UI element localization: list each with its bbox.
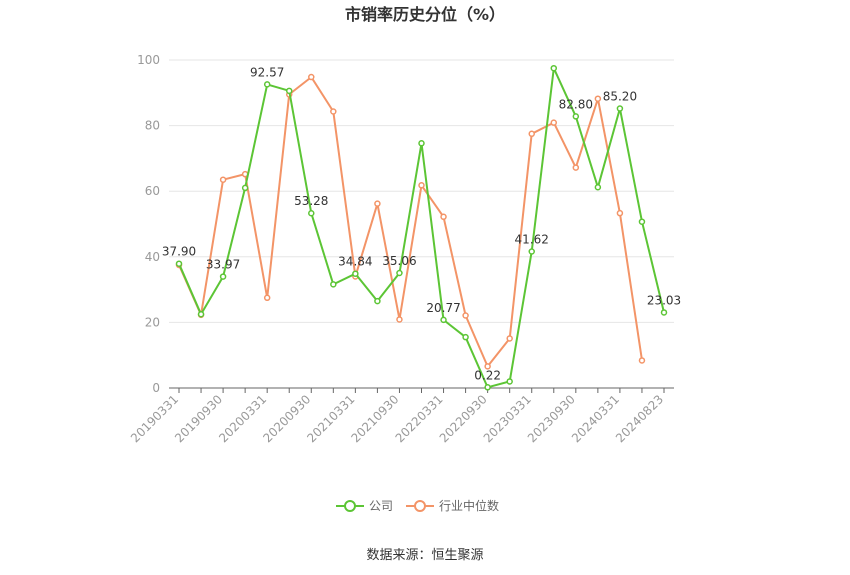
series-layer [175,64,668,391]
data-point[interactable] [484,384,491,391]
data-label: 34.84 [338,255,372,269]
data-label: 41.62 [515,232,549,246]
data-point[interactable] [396,269,403,277]
x-tick-label: 20240823 [613,392,666,445]
data-label: 53.28 [294,194,328,208]
data-point[interactable] [241,184,249,192]
y-tick-label: 60 [145,184,160,198]
data-point[interactable] [308,209,315,217]
series-line [178,67,665,389]
y-tick-label: 80 [145,119,160,133]
data-point[interactable] [396,316,403,323]
data-point[interactable] [638,357,646,364]
data-point[interactable] [550,64,558,72]
data-point[interactable] [660,309,668,316]
data-label: 37.90 [162,245,196,259]
data-label: 92.57 [250,65,284,79]
data-point[interactable] [484,363,491,370]
data-point[interactable] [572,164,580,171]
data-point[interactable] [330,108,337,115]
data-point[interactable] [374,297,381,305]
y-tick-label: 0 [152,381,160,395]
data-label: 82.80 [559,97,593,111]
data-label: 33.97 [206,258,240,272]
y-axis-ticks: 0 20 40 60 80 100 [137,53,160,395]
data-point[interactable] [616,209,624,217]
data-point[interactable] [285,87,293,95]
data-point[interactable] [462,312,469,319]
data-point[interactable] [572,113,580,120]
data-label: 35.06 [382,254,416,268]
data-point[interactable] [308,73,315,81]
y-tick-label: 100 [137,53,160,67]
data-point[interactable] [175,260,183,267]
data-point[interactable] [374,200,381,207]
y-tick-label: 20 [145,315,160,329]
data-point[interactable] [528,248,535,255]
data-point[interactable] [263,81,271,88]
data-point[interactable] [352,270,359,277]
data-point[interactable] [219,273,227,280]
data-point[interactable] [418,182,425,189]
chart-title: 市销率历史分位（%） [345,5,505,24]
legend-label: 行业中位数 [439,498,499,513]
data-point[interactable] [440,316,447,324]
data-point[interactable] [263,294,271,302]
data-point[interactable] [197,310,205,318]
x-axis: 2019033120190930202003312020093020210331… [128,387,674,445]
data-point[interactable] [219,176,227,183]
series-1 [175,73,646,370]
data-point[interactable] [528,130,535,138]
data-point[interactable] [440,213,447,221]
data-label: 23.03 [647,293,681,307]
data-labels: 37.90 33.97 92.57 53.28 34.84 35.06 20.77 0.22 4… [162,65,681,382]
legend-label: 公司 [369,499,393,513]
data-point[interactable] [506,378,513,385]
data-point[interactable] [550,119,558,126]
data-point[interactable] [506,335,513,342]
legend-marker [414,500,426,512]
legend-item-0[interactable]: 公司 [336,499,393,513]
y-tick-label: 40 [145,250,160,264]
data-label: 0.22 [474,368,501,382]
legend[interactable]: 公司 行业中位数 [336,498,499,513]
data-point[interactable] [594,184,602,191]
data-point[interactable] [594,95,602,102]
series-0 [175,64,668,391]
legend-item-1[interactable]: 行业中位数 [406,498,499,513]
data-point[interactable] [330,281,337,288]
data-label: 20.77 [426,301,460,315]
legend-marker [344,500,356,512]
data-source: 数据来源：恒生聚源 [366,548,483,563]
data-label: 85.20 [603,90,637,104]
data-point[interactable] [418,140,425,147]
data-point[interactable] [638,218,646,225]
data-point[interactable] [462,333,469,341]
data-point[interactable] [616,105,624,112]
series-line [178,76,643,368]
